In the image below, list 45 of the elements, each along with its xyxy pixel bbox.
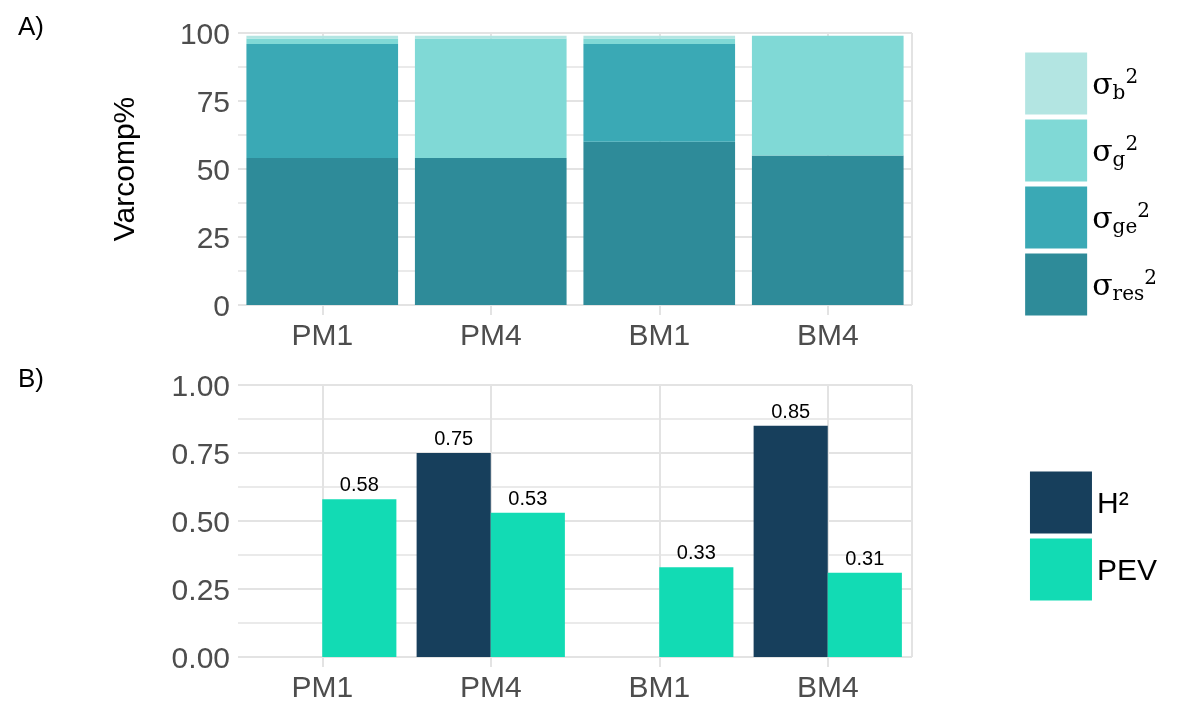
x-tick-label: BM1	[628, 669, 691, 703]
bar	[490, 512, 565, 657]
bar	[827, 572, 902, 657]
data-label: 0.58	[339, 473, 379, 496]
bar	[246, 158, 399, 305]
y-tick-label: 0.25	[171, 572, 230, 606]
x-tick-label: PM1	[291, 317, 354, 351]
bar	[583, 141, 736, 305]
data-label: 0.85	[771, 399, 811, 422]
x-tick-label: BM4	[796, 669, 859, 703]
data-label: 0.31	[845, 546, 885, 569]
bar	[246, 43, 399, 159]
y-axis-title: Varcomp%	[106, 96, 140, 242]
bar	[583, 38, 736, 44]
data-label: 0.75	[434, 427, 474, 449]
text: A)	[18, 11, 44, 41]
bar	[414, 158, 567, 305]
y-tick-label: 1.00	[171, 368, 230, 402]
x-tick-label: PM1	[291, 669, 354, 703]
legend-label: PEV	[1096, 553, 1157, 586]
legend-label: H²	[1096, 486, 1129, 519]
y-tick-label: 0.50	[171, 504, 230, 538]
text: B)	[18, 363, 44, 393]
y-tick-label: 0	[213, 288, 230, 322]
data-label: 0.53	[508, 486, 548, 509]
bar	[751, 155, 904, 305]
x-tick-label: BM1	[628, 317, 691, 351]
y-tick-label: 100	[179, 16, 230, 50]
x-tick-label: PM4	[459, 669, 522, 703]
bar	[322, 499, 397, 657]
y-tick-label: 75	[196, 84, 230, 118]
bar	[246, 38, 399, 44]
bar	[753, 425, 828, 657]
data-label: 0.33	[676, 541, 716, 564]
y-tick-label: 25	[196, 220, 230, 254]
bar	[416, 453, 491, 657]
bar	[751, 35, 904, 156]
y-tick-label: 50	[196, 152, 230, 186]
bar	[659, 567, 734, 657]
y-tick-label: 0.75	[171, 436, 230, 470]
y-tick-label: 0.00	[171, 640, 230, 674]
x-tick-label: BM4	[796, 317, 859, 351]
bar	[414, 38, 567, 159]
x-tick-label: PM4	[459, 317, 522, 351]
bar	[583, 43, 736, 142]
